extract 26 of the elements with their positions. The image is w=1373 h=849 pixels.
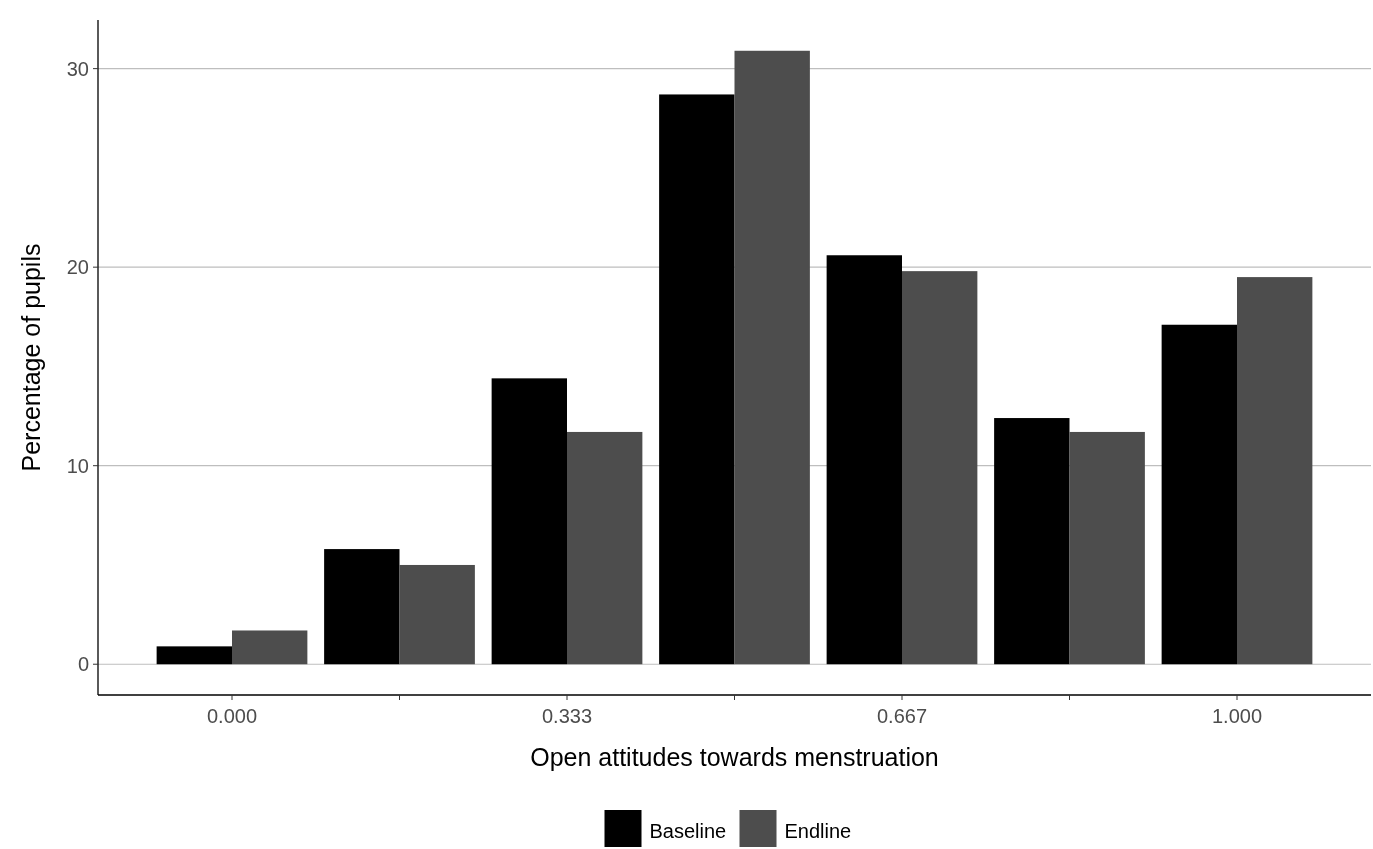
bar — [324, 549, 400, 665]
y-axis-title: Percentage of pupils — [17, 243, 45, 472]
bar — [734, 50, 810, 665]
x-tick-label: 0.667 — [876, 705, 928, 727]
bar — [491, 378, 567, 665]
bar — [1237, 277, 1313, 665]
x-tick-label: 0.000 — [206, 705, 258, 727]
y-tick-label: 0 — [77, 653, 89, 676]
bar — [1161, 324, 1237, 665]
legend-label: Baseline — [649, 820, 727, 842]
x-axis-title: Open attitudes towards menstruation — [530, 743, 939, 771]
bar — [567, 431, 643, 665]
bar — [156, 646, 232, 665]
bar — [399, 564, 475, 665]
bar — [232, 630, 308, 665]
bar — [1069, 431, 1145, 665]
y-tick-label: 20 — [66, 256, 89, 279]
bar — [902, 271, 978, 665]
bar — [994, 418, 1070, 665]
x-tick-label: 0.333 — [541, 705, 593, 727]
y-tick-label: 30 — [66, 57, 89, 80]
legend-label: Endline — [784, 820, 852, 842]
bar — [826, 255, 902, 665]
bar — [659, 94, 735, 665]
x-tick-label: 1.000 — [1211, 705, 1263, 727]
y-tick-label: 10 — [66, 454, 89, 477]
